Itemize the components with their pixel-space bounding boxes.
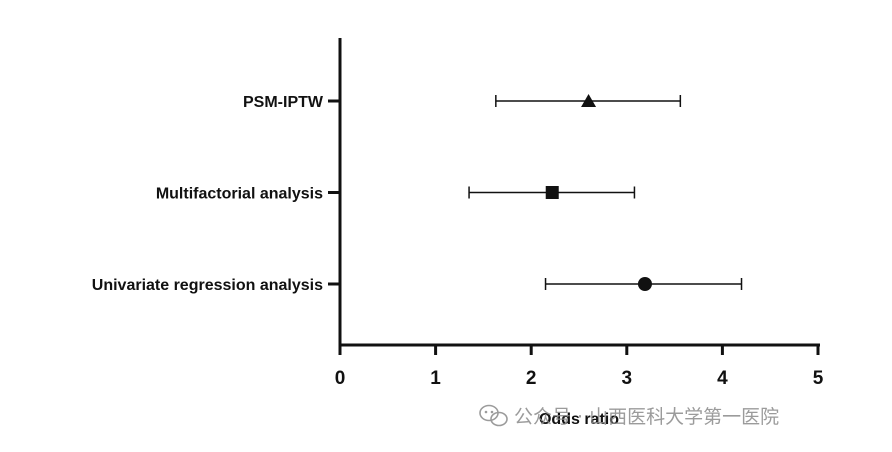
estimate-triangle-marker bbox=[581, 94, 597, 107]
x-tick-label: 5 bbox=[813, 368, 824, 389]
estimate-square-marker bbox=[545, 186, 559, 199]
x-axis-label: Odds ratio bbox=[539, 411, 619, 428]
row-label: Multifactorial analysis bbox=[156, 186, 323, 203]
x-ticks: 0 1 2 3 4 5 bbox=[335, 345, 824, 389]
wechat-icon bbox=[479, 404, 508, 427]
watermark: 公众号 · 山西医科大学第一医院 bbox=[479, 404, 779, 428]
x-tick-label: 4 bbox=[717, 368, 728, 389]
watermark-text: 公众号 · 山西医科大学第一医院 bbox=[514, 406, 779, 428]
x-tick-label: 0 bbox=[335, 368, 346, 389]
x-tick-label: 1 bbox=[430, 368, 441, 389]
plot-rows: PSM-IPTW Multifactorial analysis Univariat… bbox=[92, 94, 743, 294]
x-tick-label: 2 bbox=[526, 368, 537, 389]
estimate-circle-marker bbox=[637, 277, 652, 291]
x-tick-label: 3 bbox=[622, 368, 633, 389]
row-label: PSM-IPTW bbox=[243, 94, 324, 111]
row-label: Univariate regression analysis bbox=[92, 277, 323, 294]
